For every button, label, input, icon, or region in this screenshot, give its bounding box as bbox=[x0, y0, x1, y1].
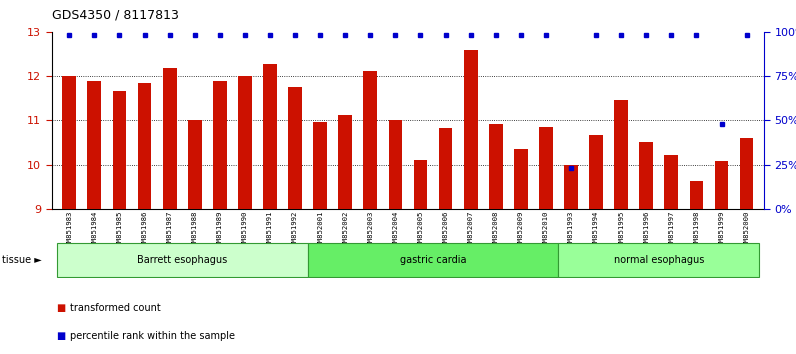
Bar bbox=[414, 160, 427, 209]
Text: tissue ►: tissue ► bbox=[2, 255, 41, 265]
Bar bbox=[188, 120, 201, 209]
Bar bbox=[314, 122, 327, 209]
Bar bbox=[364, 71, 377, 209]
Bar bbox=[464, 51, 478, 209]
Bar bbox=[715, 161, 728, 209]
FancyBboxPatch shape bbox=[307, 243, 559, 277]
Bar bbox=[138, 83, 151, 209]
Bar bbox=[88, 81, 101, 209]
Bar bbox=[564, 165, 578, 209]
Bar bbox=[514, 149, 528, 209]
Bar bbox=[288, 87, 302, 209]
Text: percentile rank within the sample: percentile rank within the sample bbox=[70, 331, 235, 341]
Bar bbox=[589, 135, 603, 209]
Bar bbox=[62, 76, 76, 209]
Text: GDS4350 / 8117813: GDS4350 / 8117813 bbox=[52, 9, 178, 22]
Bar bbox=[489, 124, 502, 209]
Bar bbox=[162, 68, 177, 209]
Text: ■: ■ bbox=[56, 331, 65, 341]
Text: ■: ■ bbox=[56, 303, 65, 313]
Bar bbox=[388, 120, 402, 209]
Bar bbox=[639, 143, 654, 209]
FancyBboxPatch shape bbox=[559, 243, 759, 277]
Text: Barrett esophagus: Barrett esophagus bbox=[137, 255, 228, 265]
FancyBboxPatch shape bbox=[57, 243, 307, 277]
Text: transformed count: transformed count bbox=[70, 303, 161, 313]
Bar bbox=[615, 101, 628, 209]
Bar bbox=[263, 64, 277, 209]
Bar bbox=[539, 127, 552, 209]
Bar bbox=[439, 128, 452, 209]
Bar bbox=[665, 155, 678, 209]
Bar bbox=[112, 91, 127, 209]
Bar bbox=[739, 138, 754, 209]
Bar bbox=[213, 81, 227, 209]
Bar bbox=[689, 182, 704, 209]
Text: normal esophagus: normal esophagus bbox=[614, 255, 704, 265]
Bar bbox=[338, 115, 352, 209]
Text: gastric cardia: gastric cardia bbox=[400, 255, 466, 265]
Bar bbox=[238, 76, 252, 209]
